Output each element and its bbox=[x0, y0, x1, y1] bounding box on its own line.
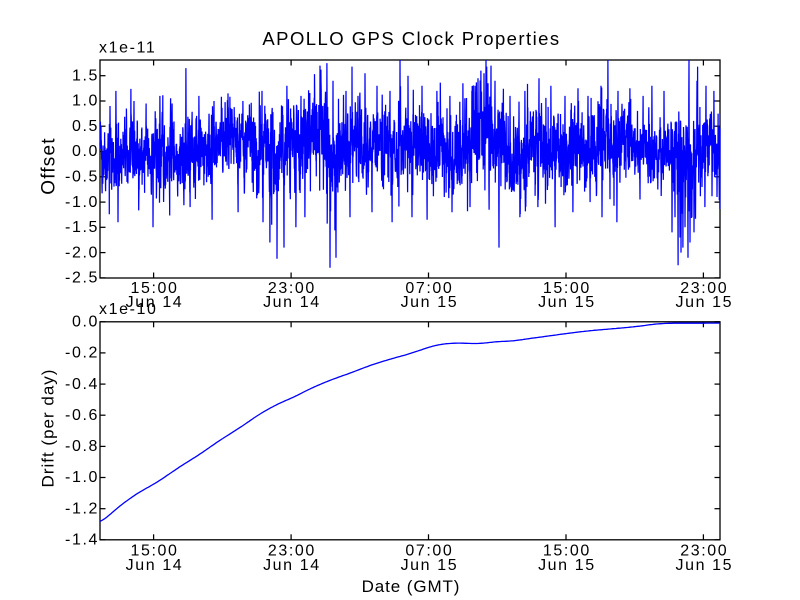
svg-text:Jun 15: Jun 15 bbox=[675, 294, 733, 311]
svg-text:15:00: 15:00 bbox=[543, 280, 591, 297]
svg-text:Jun 14: Jun 14 bbox=[126, 294, 184, 311]
svg-text:x1e-11: x1e-11 bbox=[99, 40, 156, 57]
svg-text:15:00: 15:00 bbox=[130, 543, 178, 560]
svg-text:Drift (per day): Drift (per day) bbox=[39, 369, 58, 488]
svg-text:APOLLO GPS Clock Properties: APOLLO GPS Clock Properties bbox=[262, 28, 560, 49]
svg-text:1.0: 1.0 bbox=[72, 93, 99, 110]
svg-text:x1e-10: x1e-10 bbox=[99, 301, 158, 318]
svg-text:-1.0: -1.0 bbox=[65, 194, 99, 211]
svg-text:-2.5: -2.5 bbox=[65, 270, 99, 287]
svg-text:23:00: 23:00 bbox=[680, 543, 728, 560]
svg-text:Jun 15: Jun 15 bbox=[538, 294, 596, 311]
svg-text:-1.5: -1.5 bbox=[65, 219, 99, 236]
svg-text:-1.0: -1.0 bbox=[65, 469, 99, 486]
svg-text:Date (GMT): Date (GMT) bbox=[362, 577, 461, 596]
svg-text:1.5: 1.5 bbox=[72, 67, 99, 84]
svg-text:Offset: Offset bbox=[39, 137, 60, 195]
svg-text:0.0: 0.0 bbox=[72, 143, 99, 160]
svg-text:-0.6: -0.6 bbox=[65, 407, 99, 424]
svg-text:-0.8: -0.8 bbox=[65, 438, 99, 455]
svg-text:-1.2: -1.2 bbox=[65, 500, 99, 517]
svg-text:15:00: 15:00 bbox=[543, 543, 591, 560]
svg-text:-2.0: -2.0 bbox=[65, 244, 99, 261]
svg-text:Jun 15: Jun 15 bbox=[401, 294, 459, 311]
svg-text:23:00: 23:00 bbox=[268, 280, 316, 297]
svg-text:Jun 15: Jun 15 bbox=[401, 557, 459, 574]
svg-text:Jun 15: Jun 15 bbox=[538, 557, 596, 574]
svg-text:-0.5: -0.5 bbox=[65, 169, 99, 186]
svg-text:0.0: 0.0 bbox=[72, 314, 99, 331]
svg-text:15:00: 15:00 bbox=[130, 280, 178, 297]
svg-text:-1.4: -1.4 bbox=[65, 532, 99, 549]
svg-text:07:00: 07:00 bbox=[405, 543, 453, 560]
svg-text:Jun 14: Jun 14 bbox=[263, 294, 321, 311]
svg-text:-0.4: -0.4 bbox=[65, 376, 99, 393]
svg-text:-0.2: -0.2 bbox=[65, 345, 99, 362]
svg-text:23:00: 23:00 bbox=[268, 543, 316, 560]
svg-text:Jun 15: Jun 15 bbox=[675, 557, 733, 574]
svg-text:Jun 14: Jun 14 bbox=[263, 557, 321, 574]
svg-text:23:00: 23:00 bbox=[680, 280, 728, 297]
svg-text:Jun 14: Jun 14 bbox=[126, 557, 184, 574]
svg-text:0.5: 0.5 bbox=[72, 118, 99, 135]
svg-text:07:00: 07:00 bbox=[405, 280, 453, 297]
